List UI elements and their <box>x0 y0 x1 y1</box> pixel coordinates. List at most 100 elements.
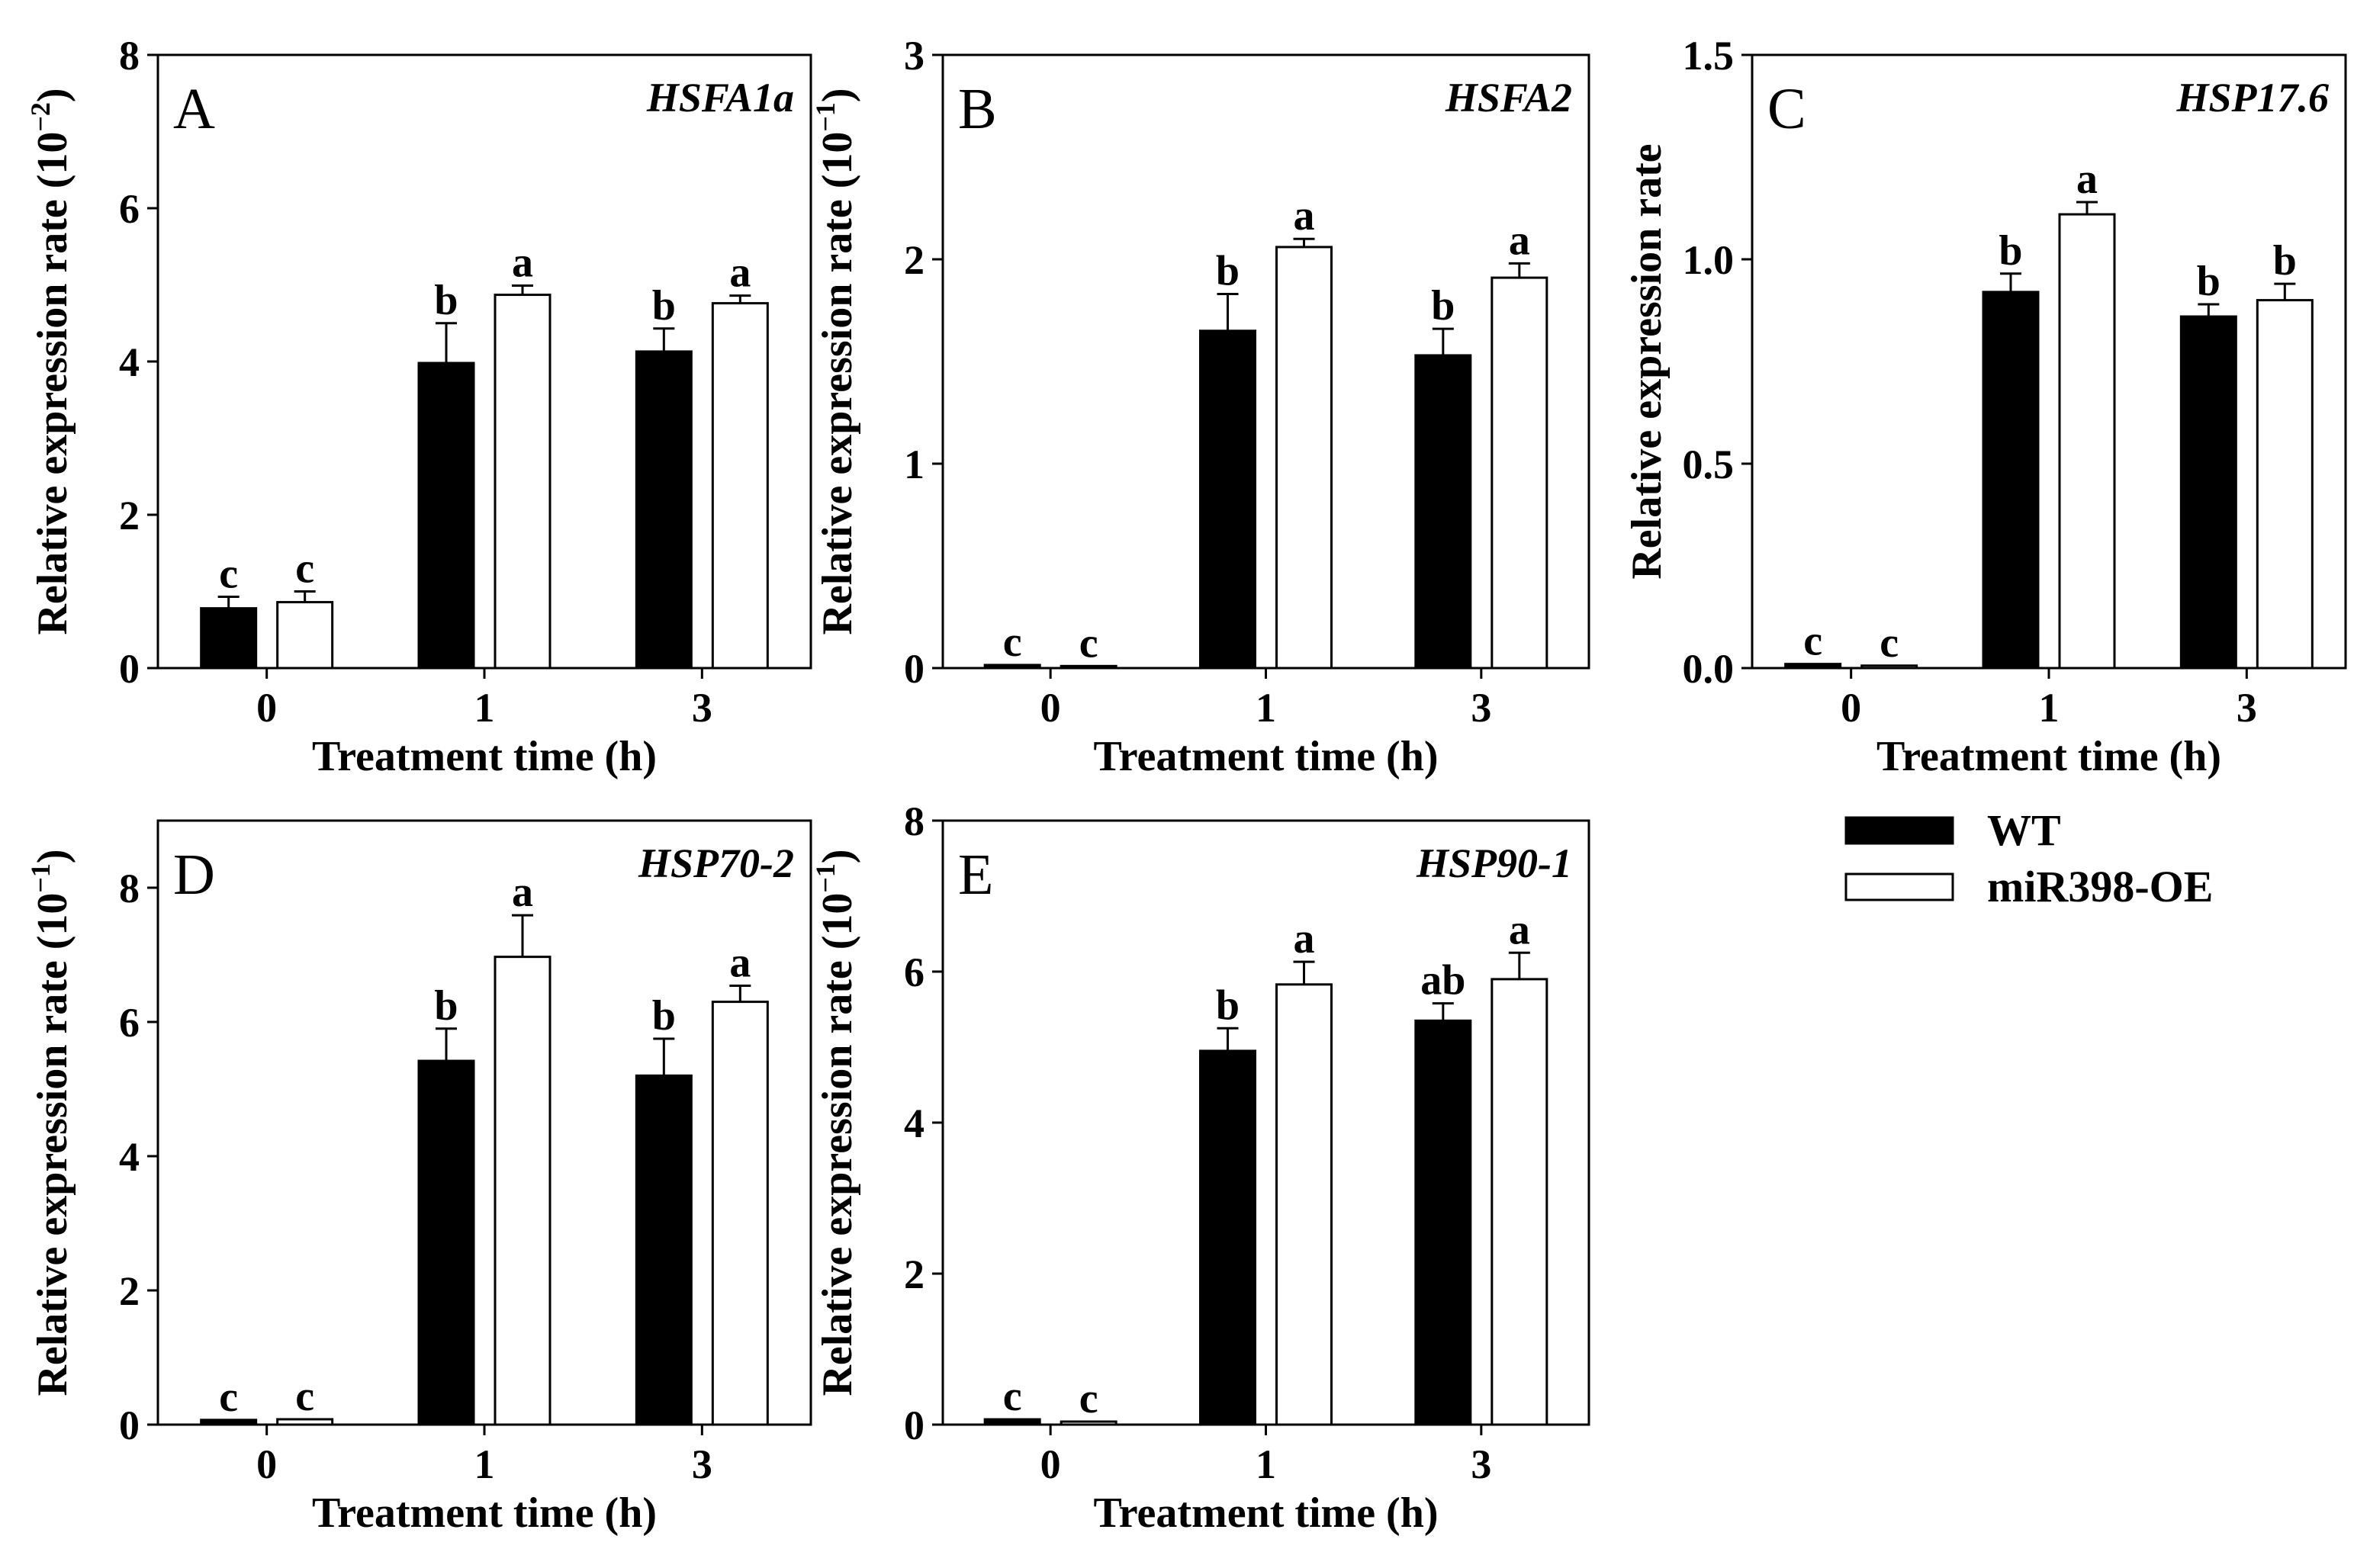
significance-letter: c <box>1003 1373 1022 1420</box>
y-tick-label: 0.5 <box>1683 442 1735 487</box>
y-tick-label: 2 <box>904 237 925 283</box>
bar-mir398-oe <box>494 294 551 670</box>
significance-letter: b <box>2273 237 2297 284</box>
y-axis-title: Relative expression rate (10−1) <box>25 849 76 1396</box>
x-axis-title: Treatment time (h) <box>312 733 657 780</box>
y-axis-unit-close: ) <box>814 88 861 102</box>
bar-mir398-oe <box>276 1418 334 1426</box>
panel-letter: E <box>958 843 993 907</box>
gene-label: HSP70-2 <box>638 840 794 886</box>
x-tick-label: 1 <box>1256 685 1276 731</box>
y-axis-title: Relative expression rate (10−1) <box>810 849 861 1396</box>
bar-wt <box>983 1418 1041 1426</box>
chart-panel-a: 0 2 4 6 8 0 1 3 Treatment time (h) Relative expre… <box>25 33 812 780</box>
bar-mir398-oe <box>1860 664 1918 670</box>
bar-mir398-oe <box>1275 246 1333 670</box>
x-tick-label: 0 <box>1841 685 1861 731</box>
y-tick-label: 1.0 <box>1683 237 1735 283</box>
significance-letter: a <box>729 939 751 986</box>
bar-mir398-oe <box>1490 276 1548 670</box>
bar-mir398-oe <box>2256 299 2314 670</box>
gene-label: HSFA2 <box>1445 75 1572 120</box>
significance-letter: c <box>1079 1375 1098 1422</box>
y-axis-unit-exponent: −1 <box>25 863 56 893</box>
x-axis-title: Treatment time (h) <box>312 1489 657 1537</box>
significance-letter: c <box>1079 619 1098 667</box>
bar-mir398-oe <box>1490 978 1548 1426</box>
x-tick-label: 3 <box>1471 1441 1491 1487</box>
significance-letter: a <box>1294 192 1315 239</box>
chart-panel-c: 0.0 0.5 1.0 1.5 0 1 3 Treatment time (h) Relativ… <box>1623 33 2347 780</box>
bar-wt <box>417 1059 475 1426</box>
significance-letter: b <box>652 992 676 1039</box>
x-tick-label: 3 <box>692 685 712 731</box>
significance-letter: b <box>434 982 458 1030</box>
y-axis-title: Relative expression rate <box>1623 143 1671 579</box>
legend-swatch-oe <box>1844 872 1954 901</box>
significance-letter: c <box>219 551 238 598</box>
x-tick-label: 1 <box>1256 1441 1276 1487</box>
y-axis-unit-exponent: −2 <box>25 102 56 132</box>
bar-wt <box>200 1419 258 1426</box>
significance-letter: c <box>1003 619 1022 666</box>
bar-mir398-oe <box>1060 1420 1117 1426</box>
y-tick-label: 4 <box>119 1134 140 1180</box>
y-tick-label: 1 <box>904 442 925 487</box>
y-axis-unit: (10 <box>29 132 76 200</box>
y-tick-label: 6 <box>119 1000 140 1046</box>
significance-letter: b <box>434 277 458 324</box>
y-tick-label: 4 <box>904 1100 925 1146</box>
significance-letter: a <box>2076 156 2098 203</box>
panel-letter: B <box>958 77 997 141</box>
bar-wt <box>1982 291 2040 670</box>
significance-letter: b <box>2197 258 2220 305</box>
x-tick-label: 0 <box>1040 1441 1061 1487</box>
bar-mir398-oe <box>711 302 769 670</box>
gene-label: HSP90-1 <box>1416 840 1572 886</box>
y-axis-unit: (10 <box>814 893 861 961</box>
bar-wt <box>417 361 475 670</box>
y-tick-label: 0.0 <box>1683 646 1735 692</box>
y-tick-label: 0 <box>904 646 925 692</box>
bar-wt <box>2179 315 2237 670</box>
y-tick-label: 2 <box>904 1252 925 1297</box>
significance-letter: c <box>1880 619 1899 667</box>
y-axis-title: Relative expression rate (10−1) <box>810 88 861 635</box>
bar-wt <box>1199 329 1256 670</box>
bar-mir398-oe <box>1275 983 1333 1426</box>
x-tick-label: 3 <box>2237 685 2257 731</box>
legend: WT miR398-OE <box>1844 805 2213 911</box>
y-axis-title-text: Relative expression rate <box>29 199 76 635</box>
significance-letter: a <box>729 249 751 297</box>
significance-letter: c <box>219 1374 238 1421</box>
significance-letter: c <box>1803 618 1822 665</box>
x-tick-label: 3 <box>692 1441 712 1487</box>
y-axis-unit: (10 <box>814 132 861 200</box>
y-tick-label: 4 <box>119 339 140 385</box>
x-tick-label: 1 <box>474 685 495 731</box>
significance-letter: a <box>512 239 533 287</box>
x-tick-label: 0 <box>256 1441 277 1487</box>
bar-wt <box>635 1074 693 1426</box>
bar-mir398-oe <box>2058 213 2116 670</box>
significance-letter: b <box>652 282 676 329</box>
legend-label-wt: WT <box>1987 805 2061 855</box>
y-axis-title-text: Relative expression rate <box>29 960 76 1396</box>
y-tick-label: 6 <box>904 949 925 995</box>
bar-wt <box>635 350 693 670</box>
bar-wt <box>200 607 258 670</box>
significance-letter: b <box>1999 227 2022 275</box>
significance-letter: a <box>512 869 533 916</box>
gene-label: HSFA1a <box>646 75 794 120</box>
y-tick-label: 8 <box>119 866 140 911</box>
y-axis-unit-exponent: −1 <box>810 863 841 893</box>
x-axis-title: Treatment time (h) <box>1094 733 1439 780</box>
y-tick-label: 2 <box>119 493 140 538</box>
significance-letter: c <box>295 545 314 593</box>
panel-letter: A <box>173 77 215 141</box>
bar-wt <box>1414 354 1472 670</box>
bar-mir398-oe <box>494 956 551 1426</box>
significance-letter: a <box>1509 217 1530 264</box>
bar-wt <box>1784 663 1842 670</box>
y-tick-label: 0 <box>119 646 140 692</box>
